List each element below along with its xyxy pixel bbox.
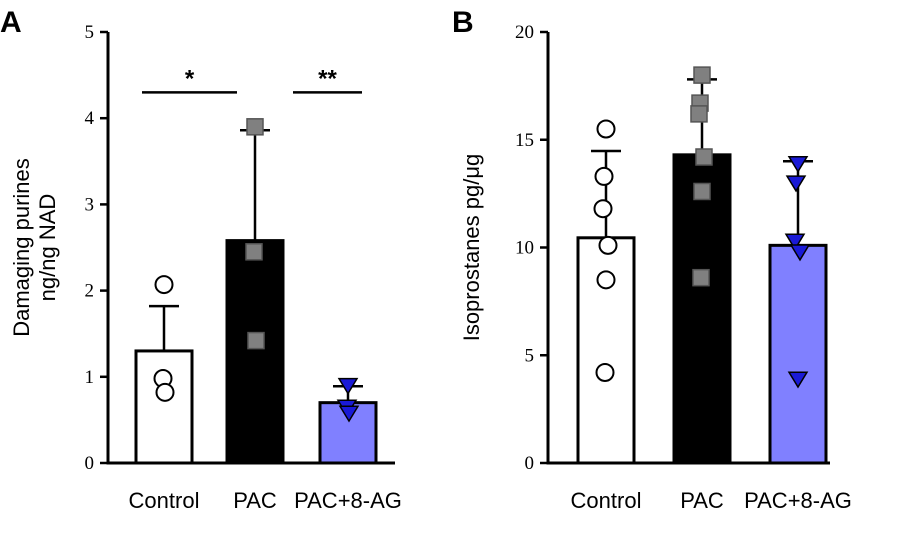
y-tick-label: 4 (85, 108, 95, 129)
significance-label: ** (318, 65, 337, 92)
data-point (246, 118, 264, 136)
y-tick-label: 1 (85, 367, 95, 388)
data-point (595, 362, 615, 382)
data-point (245, 243, 263, 261)
data-point (784, 233, 806, 251)
y-tick-label: 5 (525, 345, 535, 366)
category-label: Control (129, 488, 200, 513)
panel-letter: A (0, 6, 22, 39)
data-point (785, 175, 807, 193)
data-point (593, 199, 613, 219)
y-axis-label: Damaging purines (9, 158, 34, 337)
bar (672, 153, 732, 465)
bar (768, 243, 828, 465)
data-point (596, 119, 616, 139)
data-point (695, 148, 713, 166)
y-axis-label: ng/ng NAD (35, 194, 60, 302)
panel-b: B Isoprostanes pg/μg Control PAC PAC+8-AG 0 5 1… (452, 6, 852, 513)
data-point (692, 268, 710, 287)
data-point (693, 182, 711, 201)
data-point (594, 166, 614, 186)
y-tick-label: 15 (515, 130, 534, 151)
y-tick-label: 0 (85, 453, 95, 474)
y-tick-label: 0 (525, 453, 535, 474)
significance-label: * (185, 65, 195, 92)
panel-a: A Damaging purines ng/ng NAD Control PAC PAC+… (0, 6, 402, 513)
y-tick-label: 10 (515, 238, 534, 259)
data-point (338, 405, 360, 423)
category-label: PAC+8-AG (294, 488, 402, 513)
data-point (247, 331, 265, 350)
data-point (598, 235, 618, 255)
y-tick-label: 20 (515, 22, 534, 43)
category-label: PAC+8-AG (744, 488, 852, 513)
y-tick-label: 3 (85, 194, 95, 215)
bar (225, 239, 285, 465)
category-label: PAC (233, 488, 277, 513)
y-tick-label: 2 (85, 281, 95, 302)
data-point (155, 382, 175, 402)
data-point (789, 244, 811, 262)
data-point (787, 155, 809, 174)
data-point (787, 371, 809, 389)
panel-letter: B (452, 6, 474, 39)
data-point (337, 377, 359, 395)
data-point (690, 105, 708, 123)
y-axis-label: Isoprostanes pg/μg (459, 154, 484, 342)
data-point (596, 270, 616, 290)
bar (134, 349, 194, 465)
y-tick-label: 5 (85, 22, 95, 43)
category-label: PAC (680, 488, 724, 513)
data-point (693, 66, 711, 84)
data-point (154, 275, 174, 295)
category-label: Control (571, 488, 642, 513)
